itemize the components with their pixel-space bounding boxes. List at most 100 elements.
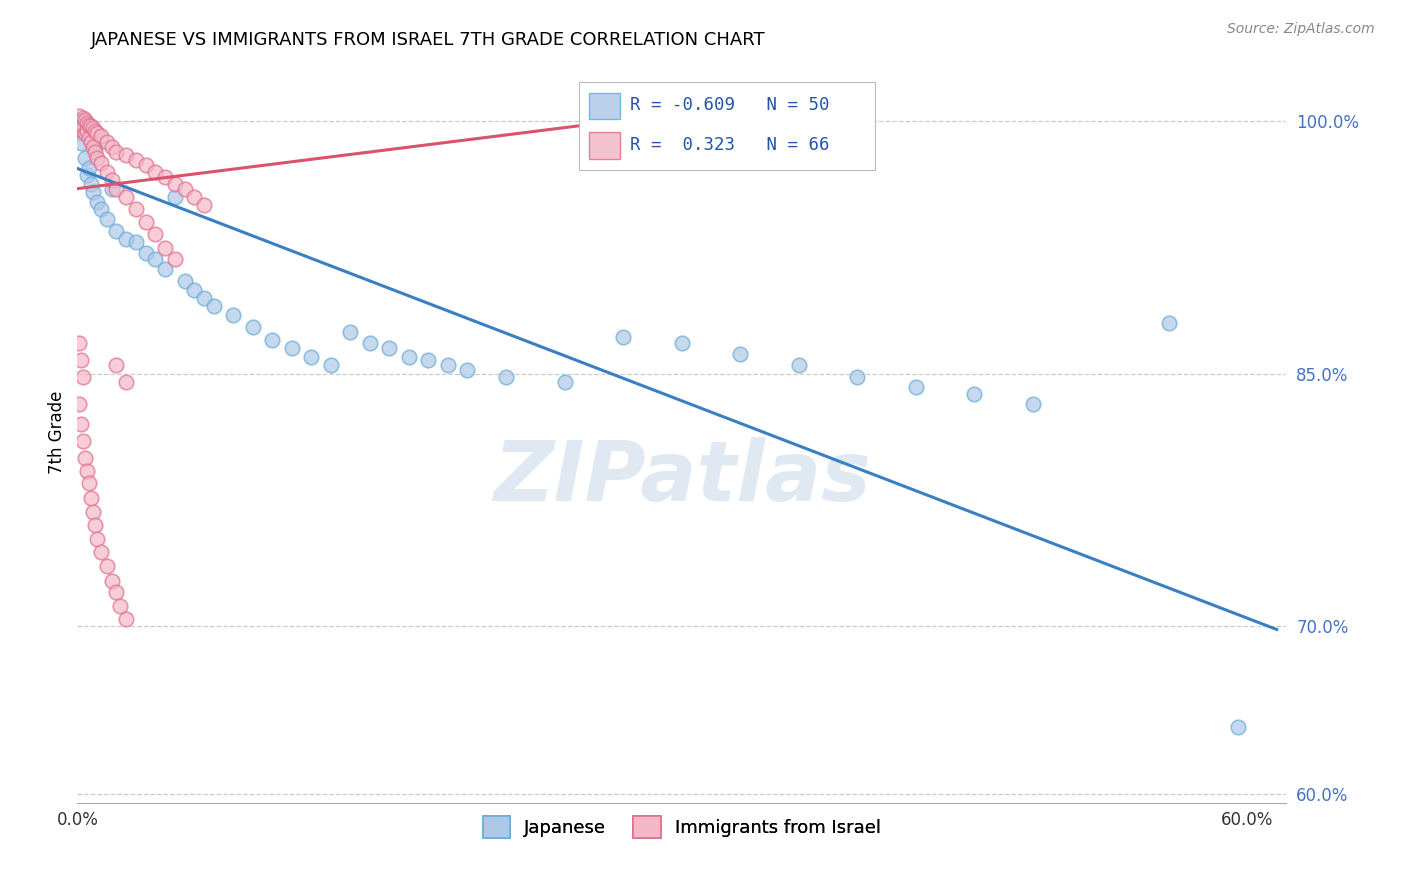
Point [86, 195, 108, 210]
FancyBboxPatch shape [579, 82, 876, 169]
Point [77, 131, 100, 145]
Point [193, 198, 215, 212]
Point [671, 336, 693, 351]
Point [86, 126, 108, 140]
Point [1159, 316, 1181, 330]
Point [846, 370, 869, 384]
Point [135, 245, 157, 260]
Point [67, 336, 90, 351]
Point [115, 190, 138, 204]
Point [262, 333, 284, 347]
Point [125, 202, 148, 216]
Point [115, 612, 138, 626]
Point [86, 532, 108, 546]
Point [135, 215, 157, 229]
Point [418, 353, 440, 368]
Point [83, 124, 105, 138]
Point [163, 252, 186, 267]
Point [70, 353, 93, 368]
Point [83, 518, 105, 533]
Point [77, 161, 100, 176]
Text: Source: ZipAtlas.com: Source: ZipAtlas.com [1227, 22, 1375, 37]
Point [281, 342, 304, 356]
Point [115, 148, 138, 162]
Point [76, 124, 98, 138]
Point [153, 262, 176, 277]
Point [67, 118, 90, 132]
Point [125, 235, 148, 250]
Point [101, 181, 124, 195]
Point [101, 574, 124, 588]
Point [222, 308, 245, 322]
Legend: Japanese, Immigrants from Israel: Japanese, Immigrants from Israel [475, 809, 889, 846]
Point [90, 129, 112, 144]
Point [83, 139, 105, 153]
Point [153, 169, 176, 184]
Point [183, 283, 205, 297]
Point [72, 122, 94, 136]
Point [173, 274, 195, 288]
Point [90, 156, 112, 170]
Point [82, 505, 104, 519]
Point [80, 135, 103, 149]
Text: ZIPatlas: ZIPatlas [494, 436, 870, 517]
Point [72, 370, 94, 384]
Text: R =  0.323   N = 66: R = 0.323 N = 66 [630, 136, 830, 154]
Point [242, 319, 264, 334]
Point [1226, 720, 1249, 734]
Point [299, 350, 322, 364]
Point [90, 202, 112, 216]
Point [143, 252, 166, 267]
Text: 60.0%: 60.0% [1222, 811, 1274, 830]
Point [153, 240, 176, 254]
Point [80, 120, 103, 134]
Point [77, 476, 100, 491]
Point [398, 350, 420, 364]
Point [183, 190, 205, 204]
Point [76, 168, 98, 182]
Point [456, 363, 478, 377]
Point [115, 232, 138, 246]
Point [75, 152, 97, 166]
Point [554, 375, 576, 389]
Point [105, 145, 128, 159]
Point [70, 136, 93, 151]
Point [67, 109, 90, 123]
Point [105, 585, 128, 599]
Point [76, 464, 98, 478]
Point [90, 545, 112, 559]
Point [359, 336, 381, 351]
Point [76, 116, 98, 130]
Point [101, 139, 124, 153]
Point [110, 599, 132, 613]
Point [437, 359, 460, 373]
Point [77, 118, 100, 132]
Point [96, 211, 118, 226]
Point [339, 325, 361, 339]
Point [96, 135, 118, 149]
Point [143, 227, 166, 241]
Point [75, 112, 97, 127]
Point [202, 300, 225, 314]
Text: JAPANESE VS IMMIGRANTS FROM ISRAEL 7TH GRADE CORRELATION CHART: JAPANESE VS IMMIGRANTS FROM ISRAEL 7TH G… [91, 31, 766, 49]
Point [82, 121, 104, 136]
Point [96, 558, 118, 573]
Point [143, 165, 166, 179]
Point [163, 190, 186, 204]
Point [163, 177, 186, 191]
Point [75, 126, 97, 140]
Point [173, 181, 195, 195]
Point [787, 359, 810, 373]
Point [641, 122, 664, 136]
Point [80, 491, 103, 506]
Point [105, 359, 128, 373]
Text: 0.0%: 0.0% [56, 811, 98, 830]
FancyBboxPatch shape [589, 132, 620, 159]
Point [904, 380, 927, 394]
Point [67, 397, 90, 411]
Point [67, 126, 90, 140]
Point [319, 359, 342, 373]
Point [378, 342, 401, 356]
Point [115, 375, 138, 389]
Point [125, 153, 148, 167]
